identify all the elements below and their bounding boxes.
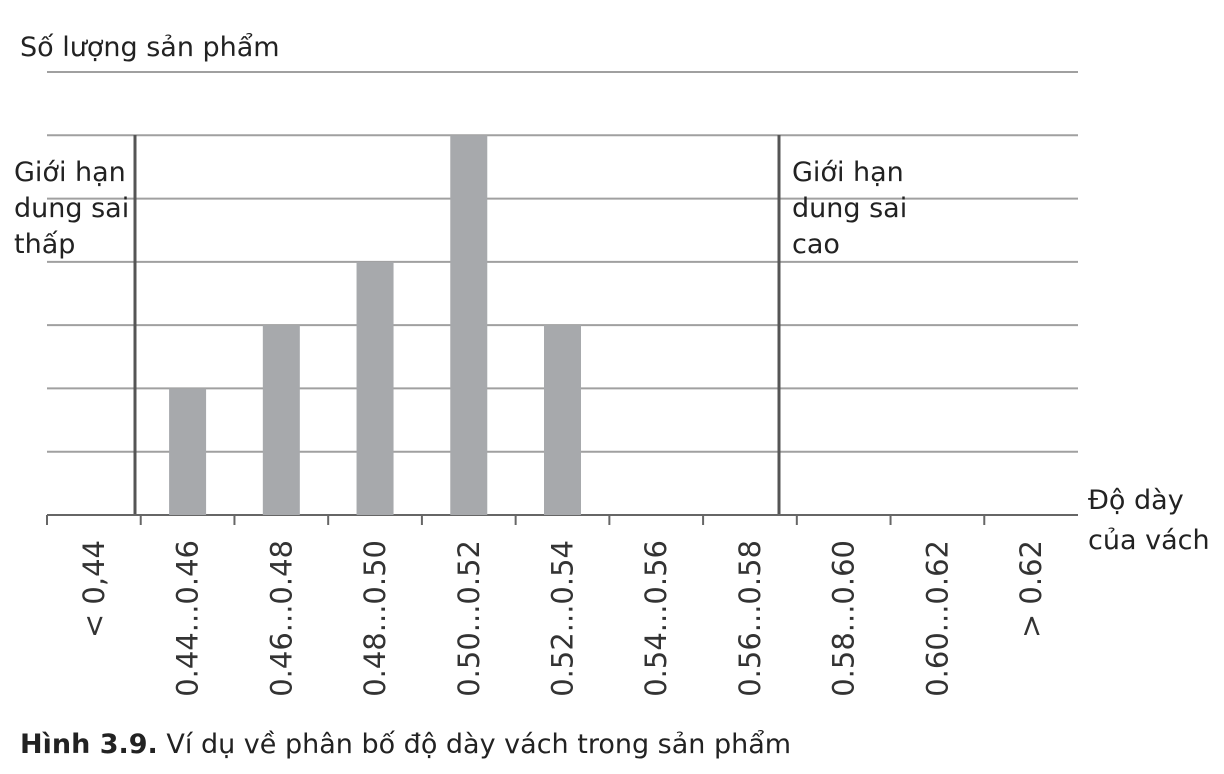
x-tick-label: 0.46...0.48 [264,540,298,697]
low-limit-label: Giới hạn [14,157,126,188]
x-tick-label: 0.54...0.56 [639,540,673,697]
caption: Hình 3.9. Ví dụ về phân bố độ dày vách t… [20,729,791,760]
bar [262,325,300,515]
bar [450,135,488,516]
low-limit-label: thấp [14,229,75,260]
caption-label: Hình 3.9. [20,729,158,760]
y-axis-label: Số lượng sản phẩm [20,32,280,63]
high-limit-label: cao [792,229,840,260]
x-tick-label: > 0.62 [1014,540,1048,638]
x-tick-label: 0.44...0.46 [171,540,205,697]
x-tick-label: 0.50...0.52 [452,540,486,697]
caption-text: Ví dụ về phân bố độ dày vách trong sản p… [166,729,791,760]
bar [356,261,394,515]
high-limit-label: dung sai [792,193,907,224]
x-tick-label: 0.60...0.62 [920,540,954,697]
x-tick-label: 0.56...0.58 [733,540,767,697]
bar [544,325,581,515]
bar [169,388,207,515]
x-tick-label: 0.48...0.50 [358,540,392,697]
x-tick-label: 0.58...0.60 [827,540,861,697]
x-tick-label: < 0,44 [77,540,111,638]
x-axis-label: Độ dày [1088,485,1184,516]
high-limit-label: Giới hạn [792,157,904,188]
x-axis-label: của vách [1088,525,1210,556]
low-limit-label: dung sai [14,193,129,224]
x-tick-label: 0.52...0.54 [546,540,580,697]
